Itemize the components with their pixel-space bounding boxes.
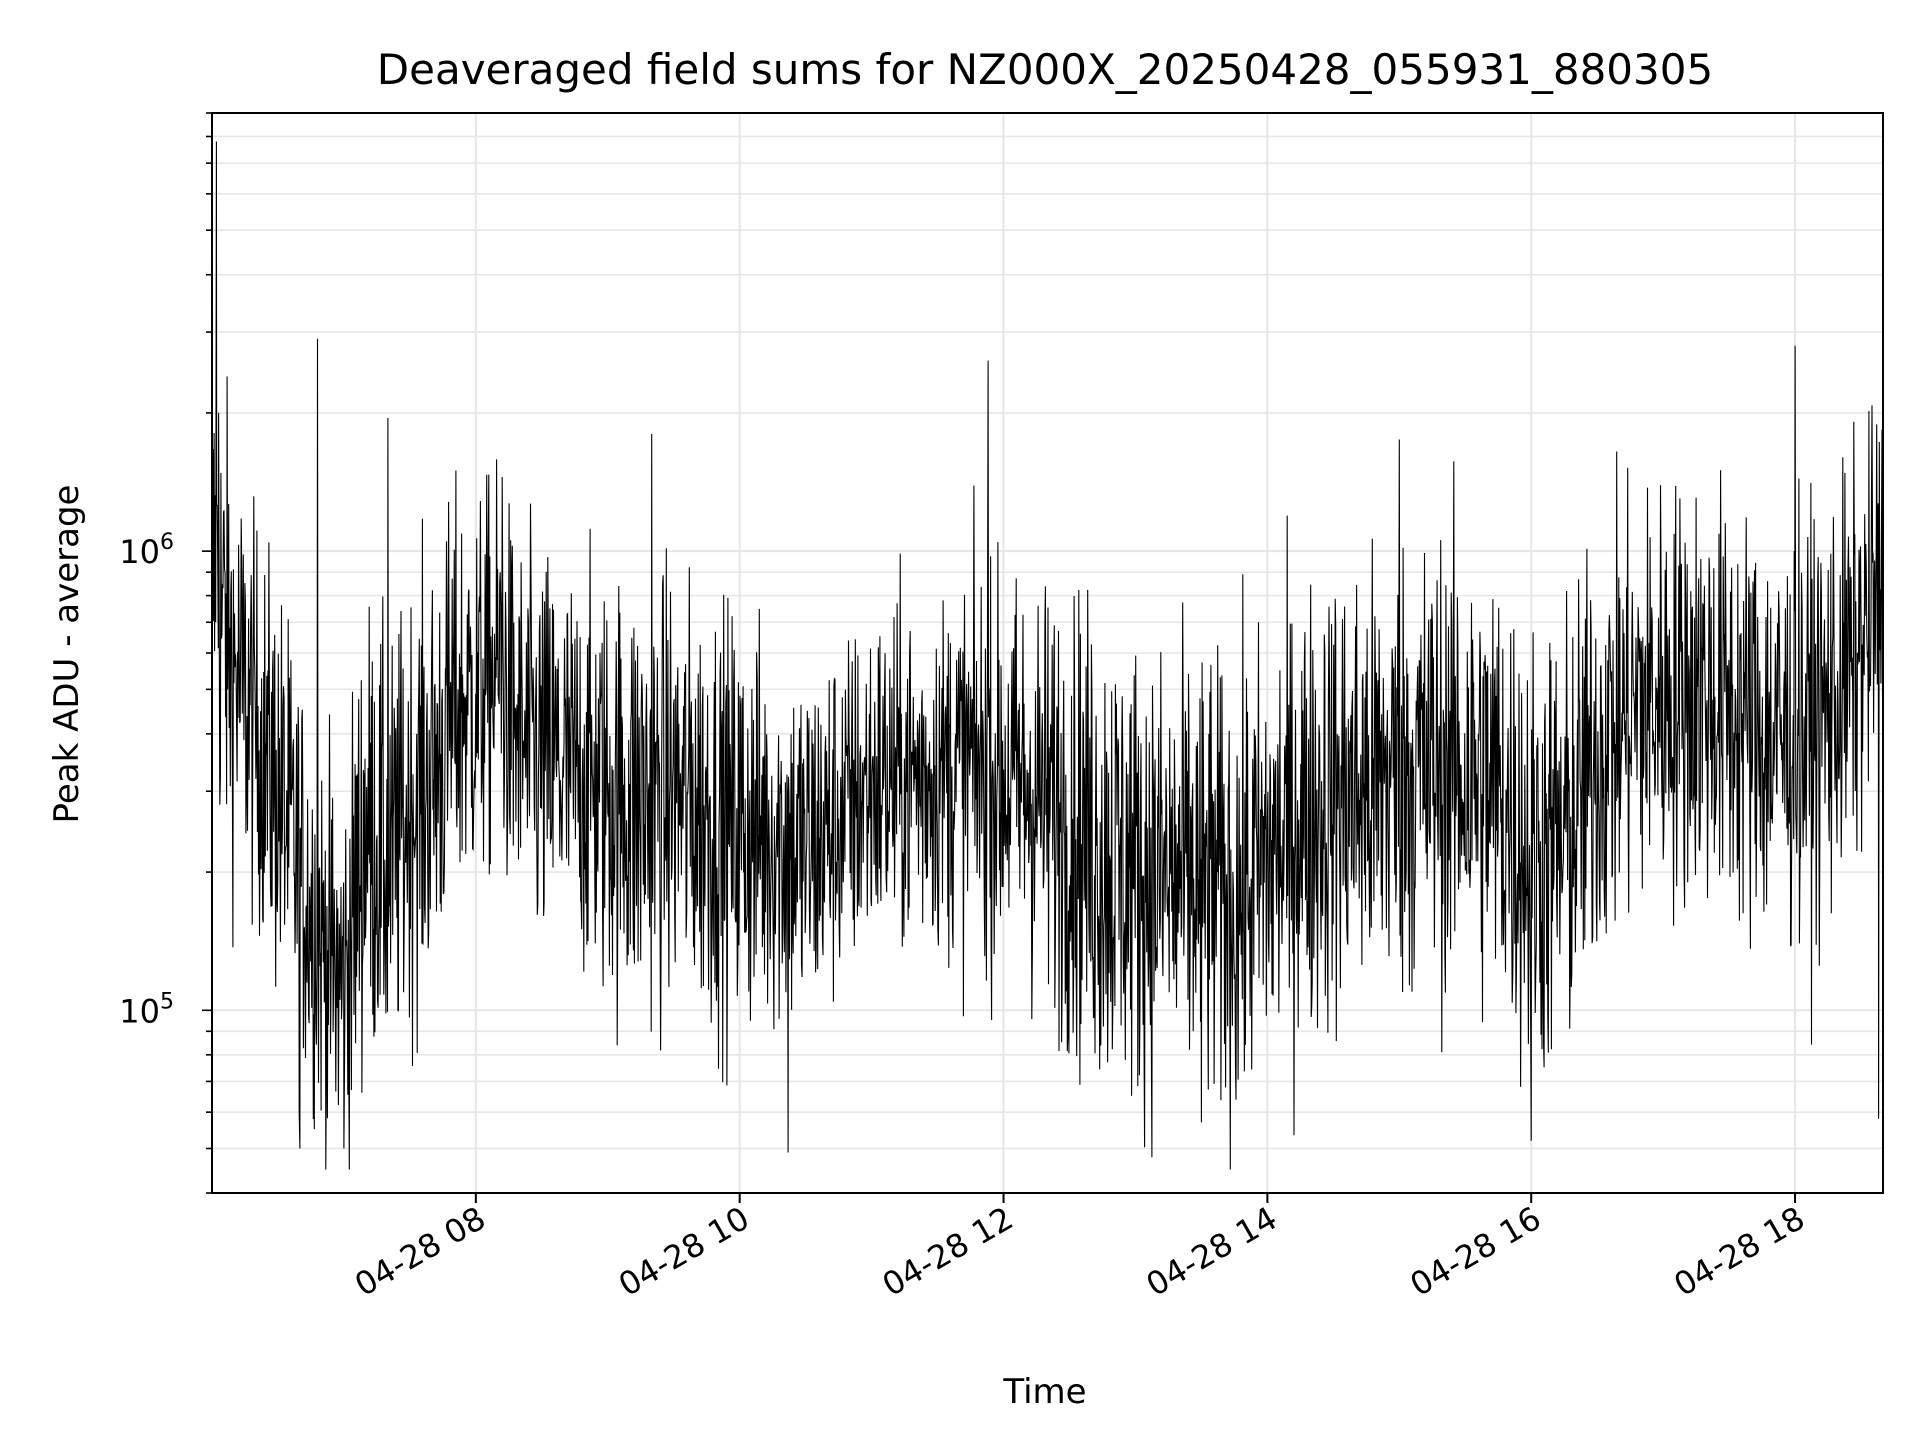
series-line [211, 141, 1884, 1170]
y-axis-title: Peak ADU - average [47, 485, 87, 824]
y-tick-label: 106 [119, 530, 174, 571]
y-tick-label: 105 [119, 989, 174, 1030]
data-series [211, 141, 1884, 1170]
chart-title: Deaveraged field sums for NZ000X_2025042… [377, 45, 1713, 94]
x-axis-title: Time [1002, 1372, 1086, 1412]
